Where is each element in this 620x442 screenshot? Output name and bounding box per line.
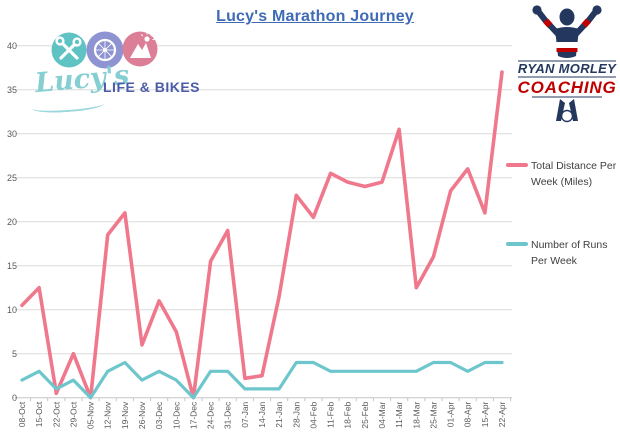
x-axis-date-label: 14-Jan — [257, 401, 267, 427]
x-axis-date-label: 21-Jan — [274, 401, 284, 427]
legend-entry-runs: Number of Runs Per Week — [506, 237, 618, 270]
y-axis-tick-label: 35 — [7, 85, 17, 95]
x-axis-date-label: 18-Mar — [411, 402, 421, 429]
y-axis-tick-label: 15 — [7, 261, 17, 271]
runs-line — [20, 360, 504, 400]
x-axis-date-label: 29-Oct — [68, 401, 78, 427]
legend-entry-distance: Total Distance Per Week (Miles) — [506, 158, 618, 191]
lucy-caps-text: LIFE & BIKES — [103, 79, 201, 95]
y-axis-tick-label: 30 — [7, 129, 17, 139]
mountain-icon — [130, 32, 155, 58]
x-axis-date-label: 05-Nov — [86, 401, 96, 429]
x-axis-date-label: 22-Apr — [497, 402, 507, 428]
x-axis-date-label: 12-Nov — [103, 401, 113, 429]
y-axis-tick-label: 40 — [7, 41, 17, 51]
x-axis-date-label: 15-Apr — [480, 402, 490, 428]
distance-line — [20, 70, 504, 400]
lucy-life-bikes-logo: Lucy's LIFE & BIKES — [30, 22, 210, 117]
y-axis-tick-label: 20 — [7, 217, 17, 227]
y-axis-tick-label: 5 — [12, 349, 17, 359]
runs-legend-label: Number of Runs Per Week — [531, 238, 608, 267]
lucy-underline-flourish — [31, 97, 105, 115]
bike-wheel-icon — [93, 38, 117, 62]
x-axis-date-label: 01-Apr — [446, 402, 456, 428]
x-axis-date-label: 11-Mar — [394, 402, 404, 428]
x-axis-date-label: 19-Nov — [120, 401, 130, 429]
x-axis-date-label: 04-Feb — [308, 401, 318, 428]
x-axis-date-label: 15-Oct — [34, 401, 44, 427]
distance-line-swatch — [506, 163, 528, 167]
x-axis-date-label: 25-Feb — [360, 401, 370, 428]
y-axis-tick-label: 10 — [7, 305, 17, 315]
x-axis-date-label: 18-Feb — [343, 401, 353, 428]
rm-name-text: RYAN MORLEY — [518, 61, 617, 76]
ryan-morley-logo: RYAN MORLEY COACHING — [514, 2, 620, 124]
x-axis-date-label: 26-Nov — [137, 401, 147, 429]
distance-legend-label: Total Distance Per Week (Miles) — [531, 160, 617, 189]
x-axis-date-label: 25-Mar — [428, 402, 438, 429]
x-axis-date-label: 11-Feb — [326, 401, 336, 428]
chart-legend: Total Distance Per Week (Miles) Number o… — [506, 158, 618, 315]
page-title: Lucy's Marathon Journey — [216, 8, 414, 25]
x-axis-date-label: 31-Dec — [223, 401, 233, 429]
runs-line-swatch — [506, 241, 528, 246]
y-axis-tick-label: 0 — [12, 393, 17, 403]
x-axis-date-label: 10-Dec — [171, 401, 181, 429]
x-axis-date-label: 03-Dec — [154, 401, 164, 429]
x-axis-date-label: 08-Oct — [17, 401, 27, 427]
lucy-logo-circles — [51, 31, 158, 69]
x-axis-date-label: 24-Dec — [206, 401, 216, 429]
y-axis-tick-label: 25 — [7, 173, 17, 183]
x-axis-date-label: 08-Apr — [463, 402, 473, 428]
x-axis-date-label: 04-Mar — [377, 402, 387, 429]
x-axis-date-label: 28-Jan — [291, 401, 301, 427]
rm-coaching-text: COACHING — [518, 78, 617, 97]
x-axis-date-label: 22-Oct — [51, 401, 61, 427]
x-axis-date-label: 07-Jan — [240, 401, 250, 427]
tools-icon — [55, 36, 82, 60]
x-axis-date-label: 17-Dec — [188, 401, 198, 429]
runner-icon: RYAN MORLEY COACHING — [518, 5, 617, 123]
